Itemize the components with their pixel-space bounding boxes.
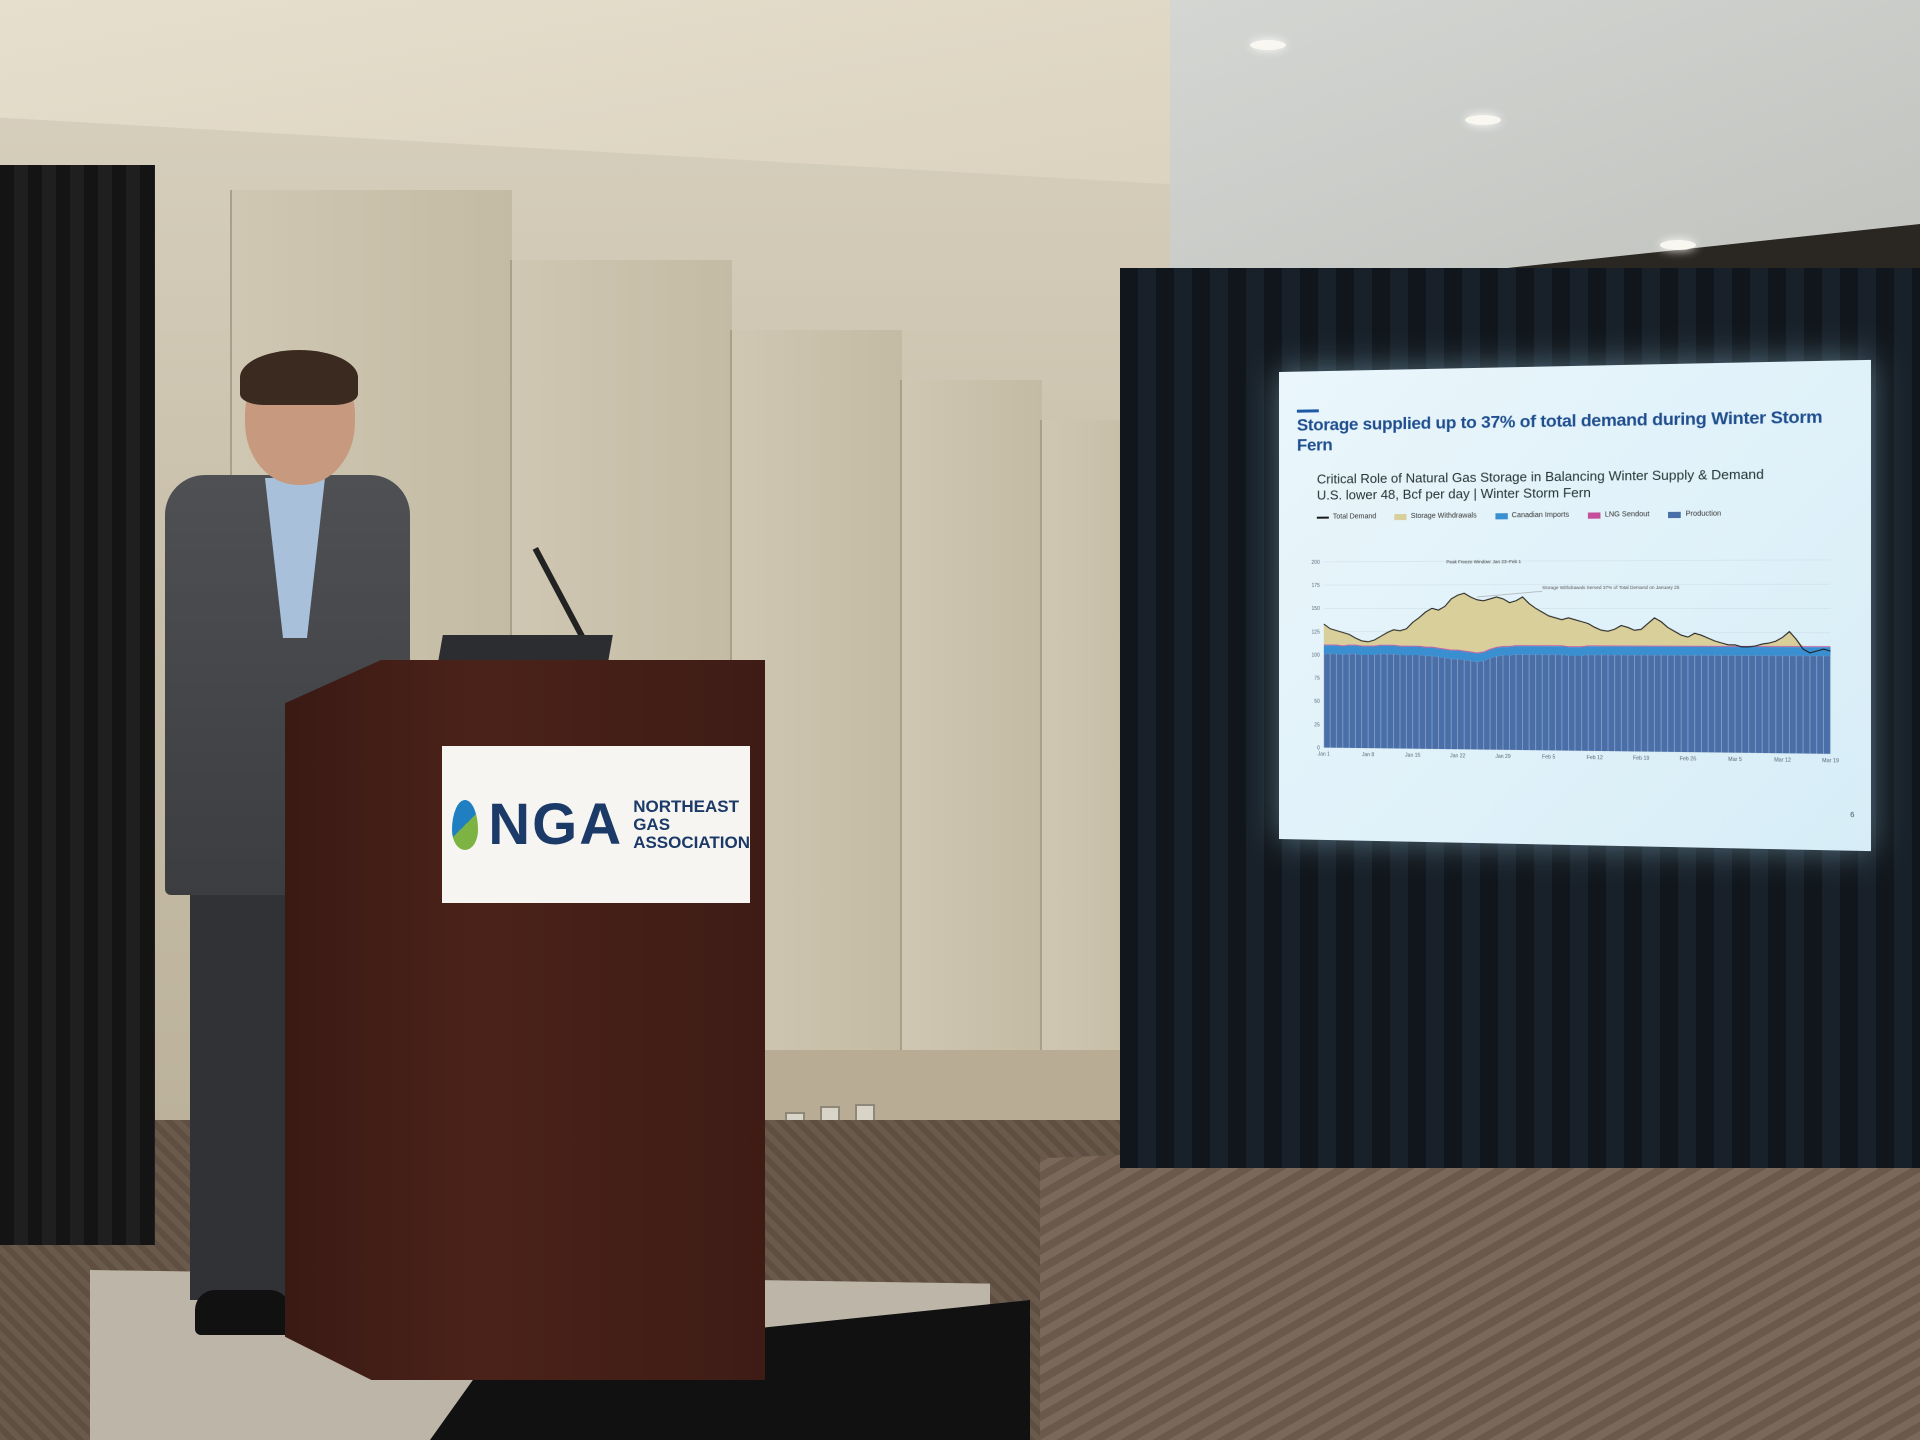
ceiling-light: [1465, 115, 1501, 125]
legend-item: LNG Sendout: [1587, 511, 1650, 519]
annotation-storage-share: Storage Withdrawals Served 37% of Total …: [1542, 585, 1680, 590]
sign-org-line1: NORTHEAST GAS: [633, 796, 739, 834]
y-tick-label: 100: [1312, 653, 1321, 659]
sign-org-name: NORTHEAST GAS ASSOCIATION: [633, 796, 750, 852]
x-tick-label: Mar 19: [1822, 758, 1839, 765]
legend-label: Production: [1685, 510, 1722, 518]
gridline: [1324, 560, 1831, 562]
x-tick-label: Feb 12: [1587, 755, 1604, 761]
slide-page-number: 6: [1850, 811, 1855, 820]
legend-label: LNG Sendout: [1604, 511, 1650, 519]
y-tick-label: 125: [1312, 629, 1321, 635]
y-tick-label: 175: [1312, 583, 1321, 589]
ceiling-light: [1660, 240, 1696, 250]
sign-org-line2: ASSOCIATION: [633, 832, 750, 852]
x-tick-label: Feb 19: [1633, 756, 1650, 762]
legend-item: Storage Withdrawals: [1394, 512, 1477, 521]
slide-title: Storage supplied up to 37% of total dema…: [1296, 406, 1823, 455]
y-tick-label: 50: [1314, 699, 1320, 705]
x-tick-label: Jan 8: [1362, 752, 1375, 758]
slide-accent-bar: [1296, 409, 1319, 413]
y-tick-label: 25: [1314, 722, 1320, 728]
legend-item: Canadian Imports: [1495, 512, 1569, 520]
legend-swatch: [1316, 516, 1329, 519]
nga-drop-logo-icon: [452, 799, 479, 850]
wall-panel: [900, 380, 1042, 1120]
sign-logo-text: NGA: [488, 792, 624, 857]
x-tick-label: Feb 5: [1542, 754, 1556, 760]
chart-subtitle: U.S. lower 48, Bcf per day | Winter Stor…: [1316, 484, 1591, 503]
annotation-leader-line: [1477, 591, 1542, 597]
x-tick-label: Feb 26: [1680, 756, 1697, 762]
speaker-legs: [190, 880, 290, 1300]
y-tick-label: 75: [1314, 676, 1320, 682]
y-tick-label: 200: [1312, 560, 1321, 566]
ceiling-light: [1250, 40, 1286, 50]
chart-plot: 0 25 50 75 100 125 150 175 200 Jan 1 Jan 8 Jan 15 Ja…: [1312, 528, 1839, 765]
legend-label: Canadian Imports: [1511, 511, 1570, 520]
legend-swatch: [1394, 513, 1407, 520]
legend-item: Production: [1668, 510, 1722, 518]
legend-item: Total Demand: [1316, 513, 1377, 521]
y-tick-label: 0: [1317, 745, 1320, 751]
x-tick-label: Mar 5: [1728, 757, 1742, 763]
speaker-hair: [240, 350, 358, 405]
speaker-shoe: [195, 1290, 290, 1335]
x-tick-label: Jan 15: [1405, 753, 1420, 759]
projection-screen: Storage supplied up to 37% of total dema…: [1279, 359, 1871, 852]
production-area: [1323, 653, 1831, 754]
x-tick-label: Jan 29: [1495, 754, 1511, 760]
legend-label: Storage Withdrawals: [1410, 512, 1477, 521]
y-tick-label: 150: [1312, 606, 1321, 612]
legend-label: Total Demand: [1332, 513, 1377, 521]
legend-swatch: [1587, 511, 1601, 519]
podium-sign: NGA NORTHEAST GAS ASSOCIATION: [442, 746, 750, 903]
left-curtain: [0, 165, 155, 1245]
x-tick-label: Mar 12: [1774, 757, 1791, 764]
carpet-floor-right: [1040, 1120, 1920, 1440]
legend-swatch: [1668, 511, 1682, 518]
chart-legend: Total Demand Storage Withdrawals Canadian …: [1316, 510, 1722, 521]
chart-title: Critical Role of Natural Gas Storage in …: [1316, 466, 1764, 487]
x-tick-label: Jan 1: [1318, 751, 1330, 757]
annotation-peak-window: Peak Freeze Window: Jan 23–Feb 1: [1446, 559, 1521, 564]
x-tick-label: Jan 22: [1450, 753, 1466, 759]
storage-withdrawals-area: [1323, 592, 1831, 654]
legend-swatch: [1495, 512, 1508, 519]
